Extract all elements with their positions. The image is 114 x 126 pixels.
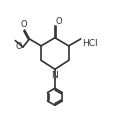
Text: O: O (15, 42, 22, 51)
Text: O: O (21, 20, 27, 29)
Text: HCl: HCl (82, 39, 97, 48)
Text: N: N (51, 71, 58, 80)
Text: O: O (55, 17, 62, 26)
